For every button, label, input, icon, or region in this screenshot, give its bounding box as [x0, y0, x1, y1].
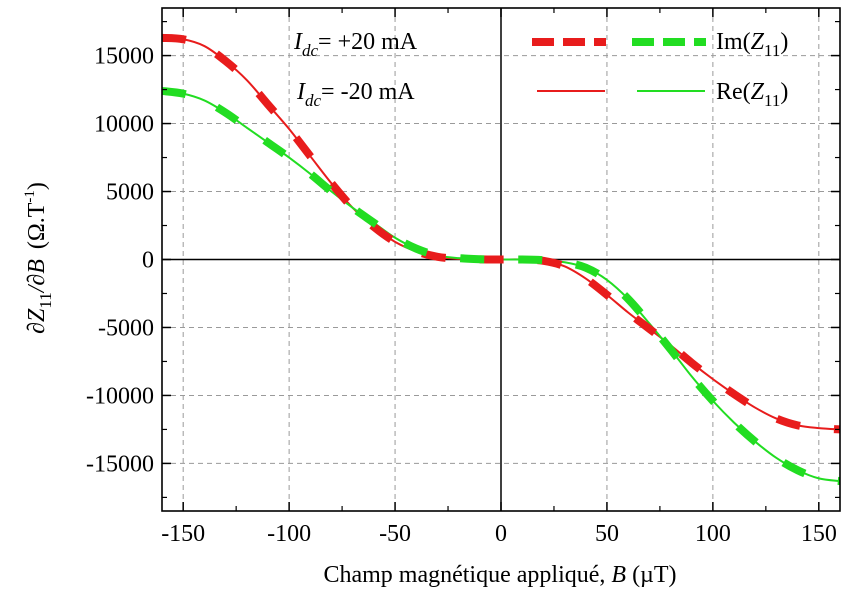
series-im-plus20ma	[161, 33, 841, 434]
curves	[161, 33, 841, 486]
legend-re-label: Re(Z11)	[716, 79, 788, 110]
y-tick-label: -5000	[98, 315, 154, 341]
annotation-idc-plus-text: = +20 mA	[318, 29, 418, 55]
x-tick-label: 150	[801, 521, 837, 547]
legend-re-prefix: Re(	[716, 79, 751, 105]
ticks	[162, 8, 840, 511]
x-axis-title-unit: (µT)	[626, 562, 676, 588]
y-axis-title-close: )	[24, 182, 50, 190]
y-tick-label: -15000	[86, 451, 154, 477]
annotation-idc-plus: Idc= +20 mA	[293, 29, 418, 60]
annotation-idc-plus-sub: dc	[302, 41, 319, 60]
annotation-idc-minus-var: I	[296, 79, 306, 105]
y-axis-title: ∂Z11/∂B (Ω.T-1)	[22, 182, 55, 334]
y-axis-title-exp: -1	[22, 190, 38, 203]
x-tick-label: 100	[695, 521, 731, 547]
legend-im-sub: 11	[764, 41, 780, 60]
y-tick-label: -10000	[86, 383, 154, 409]
y-axis-title-d1: ∂Z	[24, 308, 50, 334]
x-tick-label: 50	[595, 521, 619, 547]
annotation-idc-plus-var: I	[293, 29, 303, 55]
legend-re-var: Z	[751, 79, 765, 105]
y-tick-label: 5000	[106, 180, 154, 206]
legend-re-suffix: )	[780, 79, 788, 105]
y-tick-label: 15000	[94, 44, 154, 70]
legend-re-sub: 11	[764, 91, 780, 110]
x-tick-label: -100	[267, 521, 311, 547]
legend: Im(Z11) Re(Z11)	[532, 29, 788, 110]
series-im-minus20ma	[161, 86, 841, 486]
y-axis-title-sub: 11	[36, 292, 55, 308]
y-axis-title-mid: /∂B	[24, 259, 50, 295]
x-tick-label: 0	[495, 521, 507, 547]
tick-labels: -150 -100 -50 0 50 100 150 -15000 -10000 -5000 0 50…	[86, 44, 837, 547]
grid	[162, 8, 840, 511]
legend-im-label: Im(Z11)	[716, 29, 788, 60]
legend-im-prefix: Im(	[716, 29, 751, 55]
y-tick-label: 0	[142, 248, 154, 274]
annotation-idc-minus-sub: dc	[305, 91, 322, 110]
x-axis-title-var: B	[611, 562, 626, 588]
x-axis-title: Champ magnétique appliqué, B (µT)	[323, 562, 676, 588]
y-axis-title-unit: (Ω.T	[24, 202, 50, 249]
legend-im-var: Z	[751, 29, 765, 55]
x-tick-label: -50	[379, 521, 411, 547]
annotation-idc-minus-text: = -20 mA	[321, 79, 415, 105]
legend-im-suffix: )	[780, 29, 788, 55]
x-axis-title-text: Champ magnétique appliqué,	[323, 562, 611, 588]
annotation-idc-minus: Idc= -20 mA	[296, 79, 415, 110]
y-tick-label: 10000	[94, 112, 154, 138]
x-tick-label: -150	[161, 521, 205, 547]
